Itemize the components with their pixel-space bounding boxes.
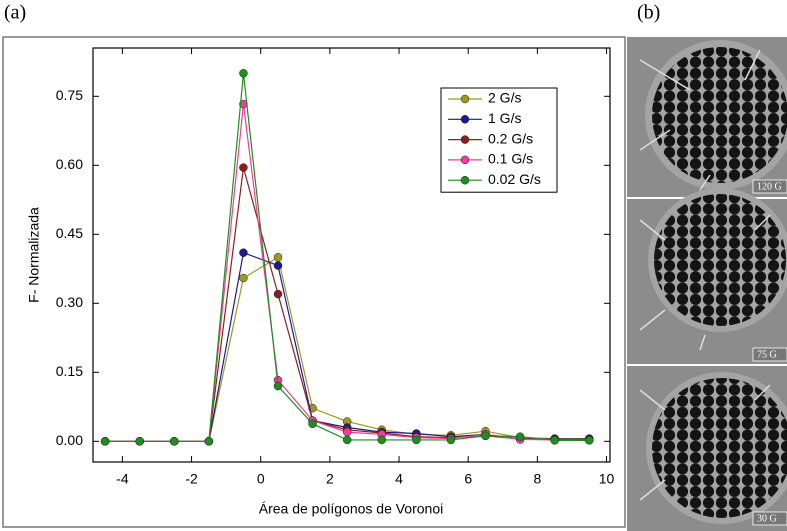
legend-marker [460, 155, 470, 165]
x-tick-label: 2 [326, 471, 334, 487]
y-tick-label: 0.30 [56, 294, 83, 310]
legend-label: 0.2 G/s [488, 130, 533, 146]
x-tick-label: 6 [464, 471, 472, 487]
point [273, 261, 283, 270]
series-line [105, 251, 590, 442]
legend-label: 1 G/s [488, 110, 521, 126]
legend-marker [460, 94, 470, 104]
legend-marker [460, 115, 470, 124]
point [239, 69, 248, 78]
point [342, 435, 352, 445]
panel-frame [2, 36, 626, 528]
point [273, 381, 283, 391]
point [446, 435, 456, 445]
image: 30 G [627, 366, 787, 531]
y-axis-label: F- Normalizada [26, 207, 42, 303]
x-tick-label: 4 [395, 471, 403, 487]
legend-label: 0.02 G/s [488, 171, 541, 187]
x-axis-label: Área de polígonos de Voronoi [259, 501, 443, 517]
x-tick-label: 0 [257, 471, 265, 487]
image: 120 G [627, 37, 787, 197]
point [342, 427, 352, 437]
point [585, 436, 594, 445]
image-strip: 120 G 75 G 30 G [627, 37, 787, 531]
point [239, 273, 248, 283]
legend-marker [460, 135, 470, 144]
image: 75 G [627, 188, 787, 364]
point [100, 437, 110, 446]
point [550, 436, 559, 445]
image-label: 120 G [757, 181, 782, 192]
point [412, 435, 421, 445]
point [308, 419, 317, 429]
legend-label: 0.1 G/s [488, 151, 533, 167]
panel-label: (b) [637, 2, 660, 24]
panel-label: (a) [4, 2, 26, 24]
y-tick-label: 0.15 [56, 363, 83, 379]
point [515, 432, 525, 441]
y-tick-label: 0.45 [56, 225, 83, 241]
x-tick-label: 10 [599, 471, 615, 487]
image-label: 30 G [757, 513, 777, 524]
legend-label: 2 G/s [488, 90, 521, 106]
y-tick-label: 0.60 [56, 156, 83, 172]
point [481, 431, 490, 441]
point [135, 437, 144, 446]
x-tick-label: -4 [116, 471, 129, 487]
point [239, 163, 248, 172]
x-tick-label: -2 [185, 471, 198, 487]
y-tick-label: 0.75 [56, 87, 83, 103]
x-tick-label: 8 [533, 471, 541, 487]
series-line [105, 256, 590, 442]
y-tick-label: 0.00 [56, 432, 83, 448]
point [273, 253, 283, 262]
image-label: 75 G [757, 349, 777, 360]
legend-marker [460, 175, 470, 185]
point [377, 435, 387, 445]
series-line [105, 167, 590, 442]
point [239, 248, 248, 257]
plot-frame [92, 47, 611, 463]
point [204, 437, 214, 446]
point [273, 289, 283, 299]
point [170, 437, 179, 446]
